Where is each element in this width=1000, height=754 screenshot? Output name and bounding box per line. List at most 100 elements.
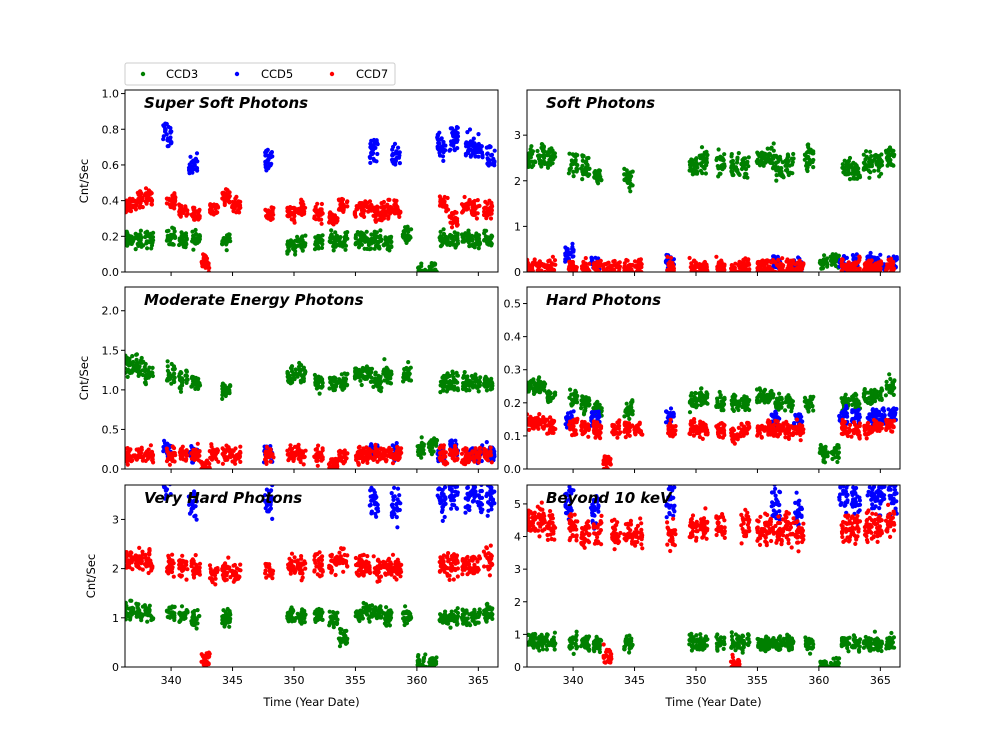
point-ccd3 bbox=[428, 444, 432, 448]
point-ccd3 bbox=[345, 230, 349, 234]
point-ccd3 bbox=[172, 227, 176, 231]
point-ccd3 bbox=[448, 374, 452, 378]
point-ccd7 bbox=[171, 444, 175, 448]
point-ccd3 bbox=[386, 246, 390, 250]
point-ccd7 bbox=[795, 267, 799, 271]
point-ccd3 bbox=[191, 379, 195, 383]
point-ccd3 bbox=[401, 375, 405, 379]
point-ccd7 bbox=[440, 198, 444, 202]
point-ccd7 bbox=[184, 459, 188, 463]
point-ccd7 bbox=[216, 460, 220, 464]
point-ccd7 bbox=[179, 204, 183, 208]
point-ccd3 bbox=[705, 153, 709, 157]
point-ccd5 bbox=[452, 138, 456, 142]
point-ccd3 bbox=[738, 173, 742, 177]
point-ccd5 bbox=[163, 129, 167, 133]
point-ccd3 bbox=[832, 258, 836, 262]
point-ccd7 bbox=[391, 452, 395, 456]
point-ccd3 bbox=[417, 444, 421, 448]
point-ccd7 bbox=[584, 256, 588, 260]
point-ccd3 bbox=[891, 164, 895, 168]
point-ccd3 bbox=[320, 377, 324, 381]
point-ccd7 bbox=[800, 267, 804, 271]
point-ccd3 bbox=[821, 266, 825, 270]
point-ccd3 bbox=[803, 158, 807, 162]
point-ccd3 bbox=[473, 242, 477, 246]
point-ccd5 bbox=[490, 153, 494, 157]
point-ccd3 bbox=[316, 234, 320, 238]
point-ccd3 bbox=[377, 384, 381, 388]
point-ccd5 bbox=[465, 130, 469, 134]
point-ccd3 bbox=[627, 186, 631, 190]
point-ccd7 bbox=[357, 462, 361, 466]
point-ccd7 bbox=[134, 202, 138, 206]
point-ccd7 bbox=[719, 259, 723, 263]
point-ccd3 bbox=[595, 170, 599, 174]
point-ccd3 bbox=[547, 150, 551, 154]
point-ccd3 bbox=[729, 160, 733, 164]
point-ccd3 bbox=[373, 234, 377, 238]
point-ccd7 bbox=[315, 209, 319, 213]
point-ccd7 bbox=[471, 203, 475, 207]
y-axis-label: Cnt/Sec bbox=[77, 159, 91, 203]
point-ccd7 bbox=[854, 261, 858, 265]
point-ccd3 bbox=[356, 371, 360, 375]
point-ccd7 bbox=[665, 255, 669, 259]
point-ccd3 bbox=[772, 141, 776, 145]
point-ccd3 bbox=[465, 374, 469, 378]
point-ccd7 bbox=[592, 261, 596, 265]
point-ccd7 bbox=[383, 205, 387, 209]
point-ccd3 bbox=[192, 383, 196, 387]
point-ccd3 bbox=[126, 375, 130, 379]
point-ccd3 bbox=[367, 372, 371, 376]
point-ccd3 bbox=[877, 165, 881, 169]
point-ccd7 bbox=[233, 206, 237, 210]
point-ccd3 bbox=[765, 153, 769, 157]
y-tick-label: 0.6 bbox=[102, 159, 120, 172]
point-ccd3 bbox=[369, 247, 373, 251]
point-ccd7 bbox=[168, 199, 172, 203]
point-ccd3 bbox=[180, 383, 184, 387]
points bbox=[123, 122, 497, 275]
point-ccd3 bbox=[851, 176, 855, 180]
point-ccd3 bbox=[428, 448, 432, 452]
point-ccd5 bbox=[475, 150, 479, 154]
point-ccd7 bbox=[584, 262, 588, 266]
point-ccd3 bbox=[584, 169, 588, 173]
point-ccd3 bbox=[622, 167, 626, 171]
point-ccd7 bbox=[368, 449, 372, 453]
point-ccd3 bbox=[585, 162, 589, 166]
point-ccd7 bbox=[705, 266, 709, 270]
point-ccd7 bbox=[775, 263, 779, 267]
point-ccd7 bbox=[394, 199, 398, 203]
point-ccd7 bbox=[767, 266, 771, 270]
point-ccd3 bbox=[137, 371, 141, 375]
point-ccd3 bbox=[541, 147, 545, 151]
point-ccd5 bbox=[488, 144, 492, 148]
point-ccd3 bbox=[314, 240, 318, 244]
y-tick-label: 1.0 bbox=[102, 88, 120, 101]
point-ccd7 bbox=[398, 210, 402, 214]
point-ccd5 bbox=[188, 155, 192, 159]
y-tick-label: 0.4 bbox=[102, 195, 120, 208]
legend-label-ccd3: CCD3 bbox=[166, 67, 198, 81]
point-ccd7 bbox=[151, 454, 155, 458]
point-ccd7 bbox=[371, 214, 375, 218]
point-ccd3 bbox=[133, 368, 137, 372]
point-ccd3 bbox=[416, 450, 420, 454]
point-ccd3 bbox=[461, 376, 465, 380]
point-ccd3 bbox=[538, 154, 542, 158]
point-ccd7 bbox=[536, 262, 540, 266]
point-ccd5 bbox=[566, 247, 570, 251]
point-ccd3 bbox=[529, 147, 533, 151]
point-ccd5 bbox=[368, 156, 372, 160]
point-ccd3 bbox=[439, 230, 443, 234]
point-ccd3 bbox=[538, 159, 542, 163]
point-ccd5 bbox=[165, 132, 169, 136]
point-ccd7 bbox=[747, 261, 751, 265]
point-ccd7 bbox=[173, 451, 177, 455]
point-ccd3 bbox=[167, 235, 171, 239]
point-ccd3 bbox=[482, 231, 486, 235]
y-tick-label: 0 bbox=[514, 266, 521, 279]
point-ccd7 bbox=[442, 461, 446, 465]
